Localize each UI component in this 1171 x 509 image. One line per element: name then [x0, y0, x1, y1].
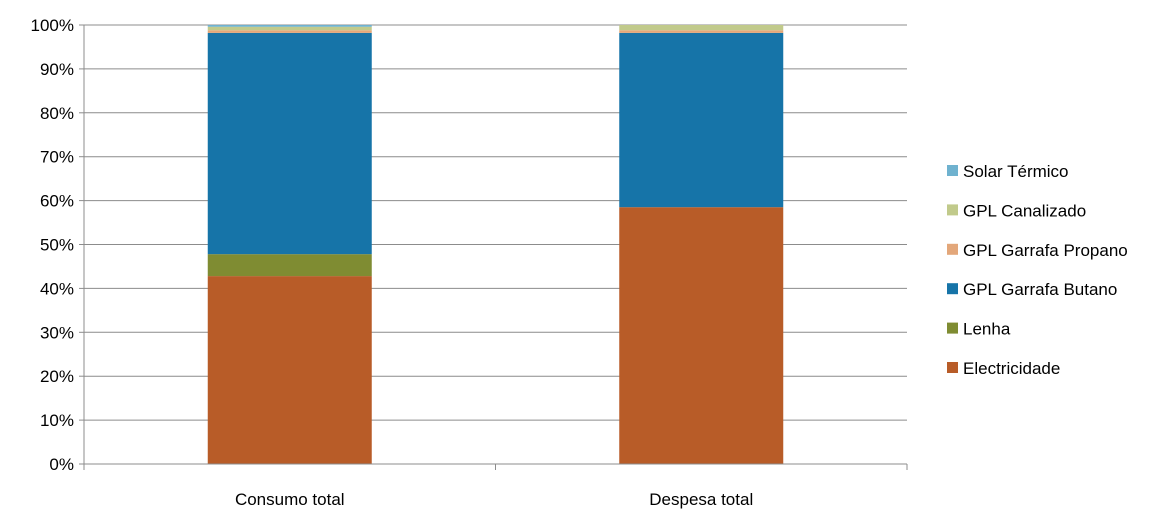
legend-label: GPL Garrafa Propano	[963, 241, 1128, 260]
bar-segment	[207, 276, 372, 464]
y-tick-label: 100%	[31, 16, 74, 35]
y-tick-label: 20%	[40, 367, 74, 386]
bar-segment	[207, 254, 372, 277]
bar-segment	[207, 25, 372, 27]
legend-swatch	[947, 165, 958, 176]
y-tick-label: 10%	[40, 411, 74, 430]
y-tick-label: 0%	[49, 455, 74, 474]
legend-swatch	[947, 283, 958, 295]
y-tick-label: 50%	[40, 236, 74, 255]
legend-swatch	[947, 204, 958, 216]
axes	[79, 24, 908, 470]
y-tick-label: 30%	[40, 323, 74, 342]
bar-segment	[207, 26, 372, 31]
legend-swatch	[947, 243, 958, 255]
legend-label: Solar Térmico	[963, 162, 1069, 181]
y-tick-label: 70%	[40, 148, 74, 167]
bar-segment	[619, 207, 784, 464]
y-axis-tick-labels: 0% 10% 20% 30% 40% 50% 60% 70% 80% 90% 100%	[31, 16, 74, 474]
bar-segment	[619, 30, 784, 33]
y-tick-label: 80%	[40, 104, 74, 123]
y-tick-label: 60%	[40, 192, 74, 211]
x-tick-label: Consumo total	[235, 490, 345, 509]
legend-label: GPL Garrafa Butano	[963, 280, 1117, 299]
bar-segment	[207, 32, 372, 255]
y-tick-label: 40%	[40, 279, 74, 298]
legend-swatch	[947, 362, 958, 373]
x-tick-label: Despesa total	[649, 490, 753, 509]
legend-label: GPL Canalizado	[963, 201, 1086, 220]
legend-label: Electricidade	[963, 359, 1060, 378]
bars	[207, 25, 784, 464]
legend-label: Lenha	[963, 320, 1011, 339]
bar-segment	[207, 30, 372, 33]
y-tick-label: 90%	[40, 60, 74, 79]
legend: Solar Térmico GPL Canalizado GPL Garrafa P…	[947, 162, 1128, 378]
x-axis-tick-labels: Consumo total Despesa total	[235, 490, 753, 509]
gridlines	[84, 24, 907, 421]
bar-segment	[619, 32, 784, 208]
bar-segment	[619, 25, 784, 31]
legend-swatch	[947, 322, 958, 334]
